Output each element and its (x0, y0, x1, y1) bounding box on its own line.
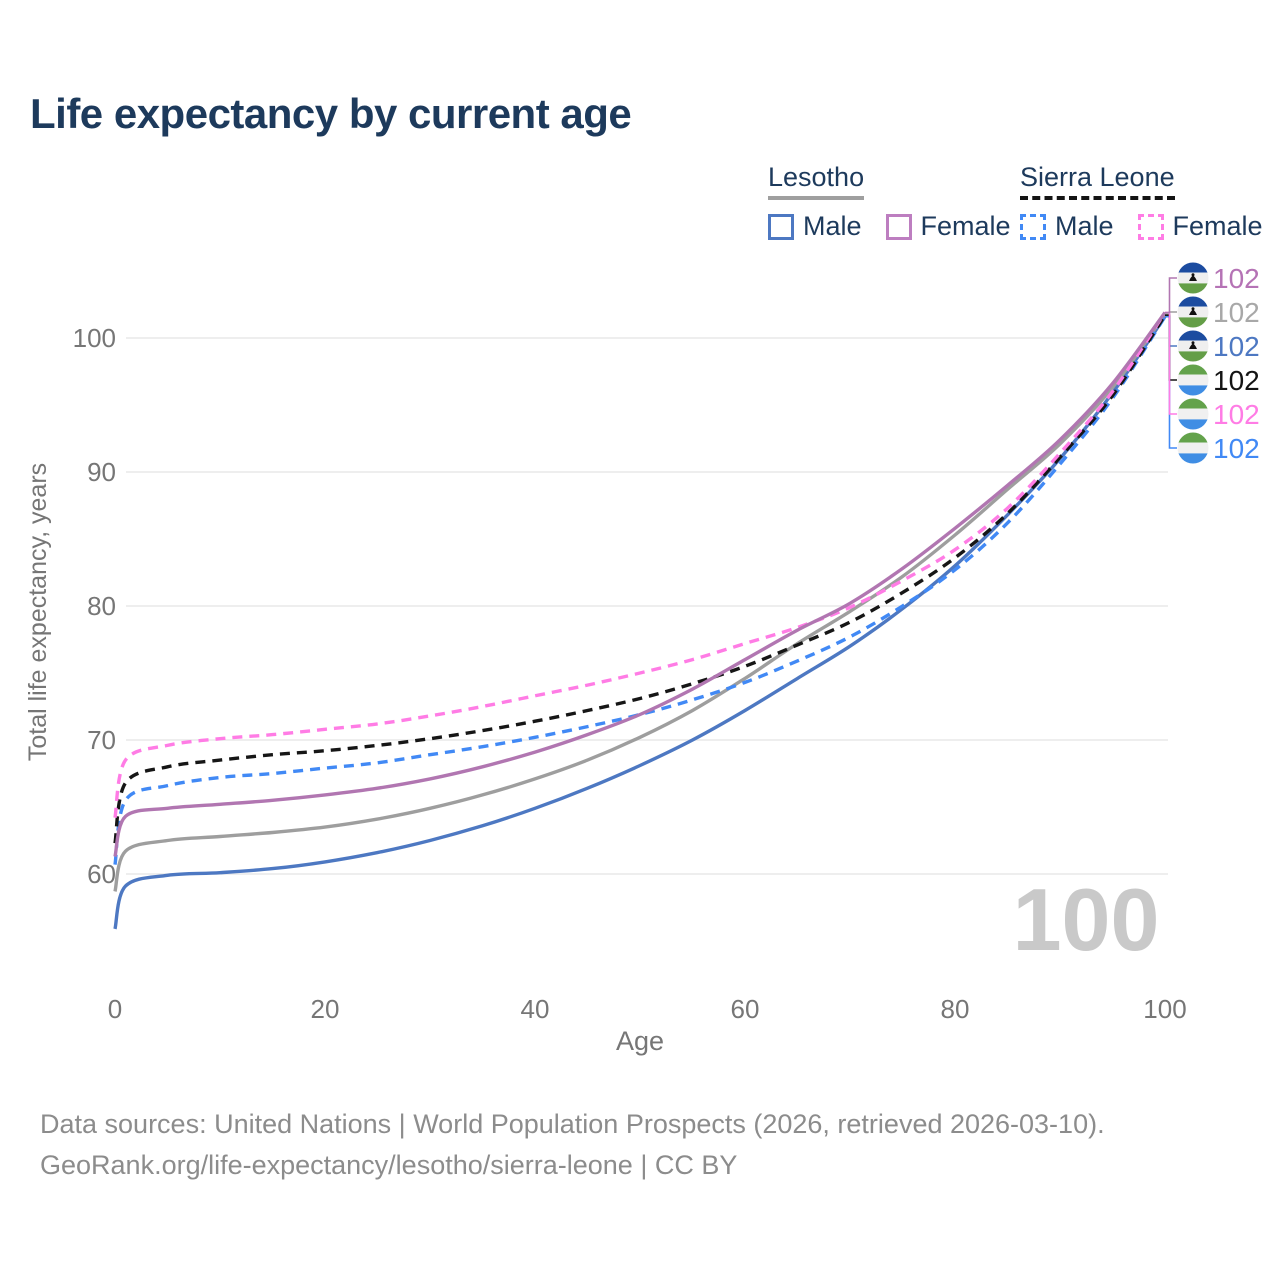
legend-swatch-sierra-leone-male (1020, 213, 1046, 240)
legend-group-sierra-leone: Sierra Leone Male Female (1020, 162, 1263, 242)
footer-attribution: GeoRank.org/life-expectancy/lesotho/sier… (40, 1150, 738, 1180)
series-line-lesotho-male (113, 315, 1167, 930)
page-title: Life expectancy by current age (30, 90, 632, 137)
flag-icon-sierra-leone (1177, 398, 1209, 430)
legend-item-sierra-leone-male[interactable]: Male (1020, 211, 1114, 242)
end-value-label-lesotho-male: 102 (1213, 331, 1260, 362)
end-value-label-sierra-leone: 102 (1213, 365, 1260, 396)
end-connector-sierra-leone-female (1165, 311, 1177, 415)
legend-label: Female (920, 211, 1011, 241)
chart-legend: Lesotho Male Female Sierra Leone Male Female (0, 162, 1280, 252)
x-axis-title: Age (616, 1026, 664, 1056)
end-connector-sierra-leone (1165, 314, 1177, 381)
legend-item-sierra-leone-female[interactable]: Female (1137, 211, 1263, 242)
y-tick-label-70: 70 (87, 725, 116, 755)
flag-icon-lesotho (1177, 330, 1209, 362)
end-connector-lesotho-female (1165, 277, 1177, 314)
x-tick-label-60: 60 (731, 994, 760, 1024)
end-connector-lesotho-male (1165, 315, 1177, 347)
legend-group-title-sierra-leone: Sierra Leone (1020, 162, 1175, 200)
end-value-label-lesotho-female: 102 (1213, 263, 1260, 294)
y-tick-label-90: 90 (87, 457, 116, 487)
series-line-sierra-leone-female (113, 311, 1167, 819)
end-connector-sierra-leone-male (1165, 315, 1177, 449)
x-tick-label-80: 80 (941, 994, 970, 1024)
legend-group-lesotho: Lesotho Male Female (768, 162, 1011, 242)
end-value-label-lesotho: 102 (1213, 297, 1260, 328)
legend-swatch-sierra-leone-female (1137, 213, 1164, 240)
legend-items-sierra-leone: Male Female (1020, 211, 1263, 242)
legend-item-lesotho-male[interactable]: Male (768, 211, 862, 242)
y-tick-label-60: 60 (87, 859, 116, 889)
flag-icon-sierra-leone (1177, 432, 1209, 464)
footer-data-sources: Data sources: United Nations | World Pop… (40, 1109, 1105, 1139)
x-tick-label-40: 40 (521, 994, 550, 1024)
legend-label: Male (803, 211, 862, 241)
age-watermark: 100 (1013, 870, 1160, 969)
flag-icon-sierra-leone (1177, 364, 1209, 396)
legend-group-title-lesotho: Lesotho (768, 162, 865, 200)
y-axis-title: Total life expectancy, years (24, 463, 52, 761)
flag-icon-lesotho (1177, 296, 1209, 328)
series-line-sierra-leone-male (113, 315, 1167, 865)
flag-icon-lesotho (1177, 262, 1209, 294)
end-value-label-sierra-leone-male: 102 (1213, 433, 1260, 464)
legend-items-lesotho: Male Female (768, 211, 1011, 242)
x-tick-label-100: 100 (1143, 994, 1186, 1024)
legend-item-lesotho-female[interactable]: Female (885, 211, 1011, 242)
y-tick-label-100: 100 (73, 323, 116, 353)
legend-label: Female (1172, 211, 1263, 241)
series-line-lesotho-female (113, 311, 1167, 858)
y-tick-label-80: 80 (87, 591, 116, 621)
end-value-label-sierra-leone-female: 102 (1213, 399, 1260, 430)
x-tick-label-20: 20 (311, 994, 340, 1024)
legend-swatch-lesotho-male (768, 213, 794, 240)
legend-swatch-lesotho-female (885, 213, 912, 240)
legend-label: Male (1055, 211, 1114, 241)
series-line-lesotho (113, 312, 1167, 892)
footer: Data sources: United Nations | World Pop… (40, 1104, 1105, 1186)
series-line-sierra-leone (113, 314, 1167, 844)
x-tick-label-0: 0 (108, 994, 122, 1024)
